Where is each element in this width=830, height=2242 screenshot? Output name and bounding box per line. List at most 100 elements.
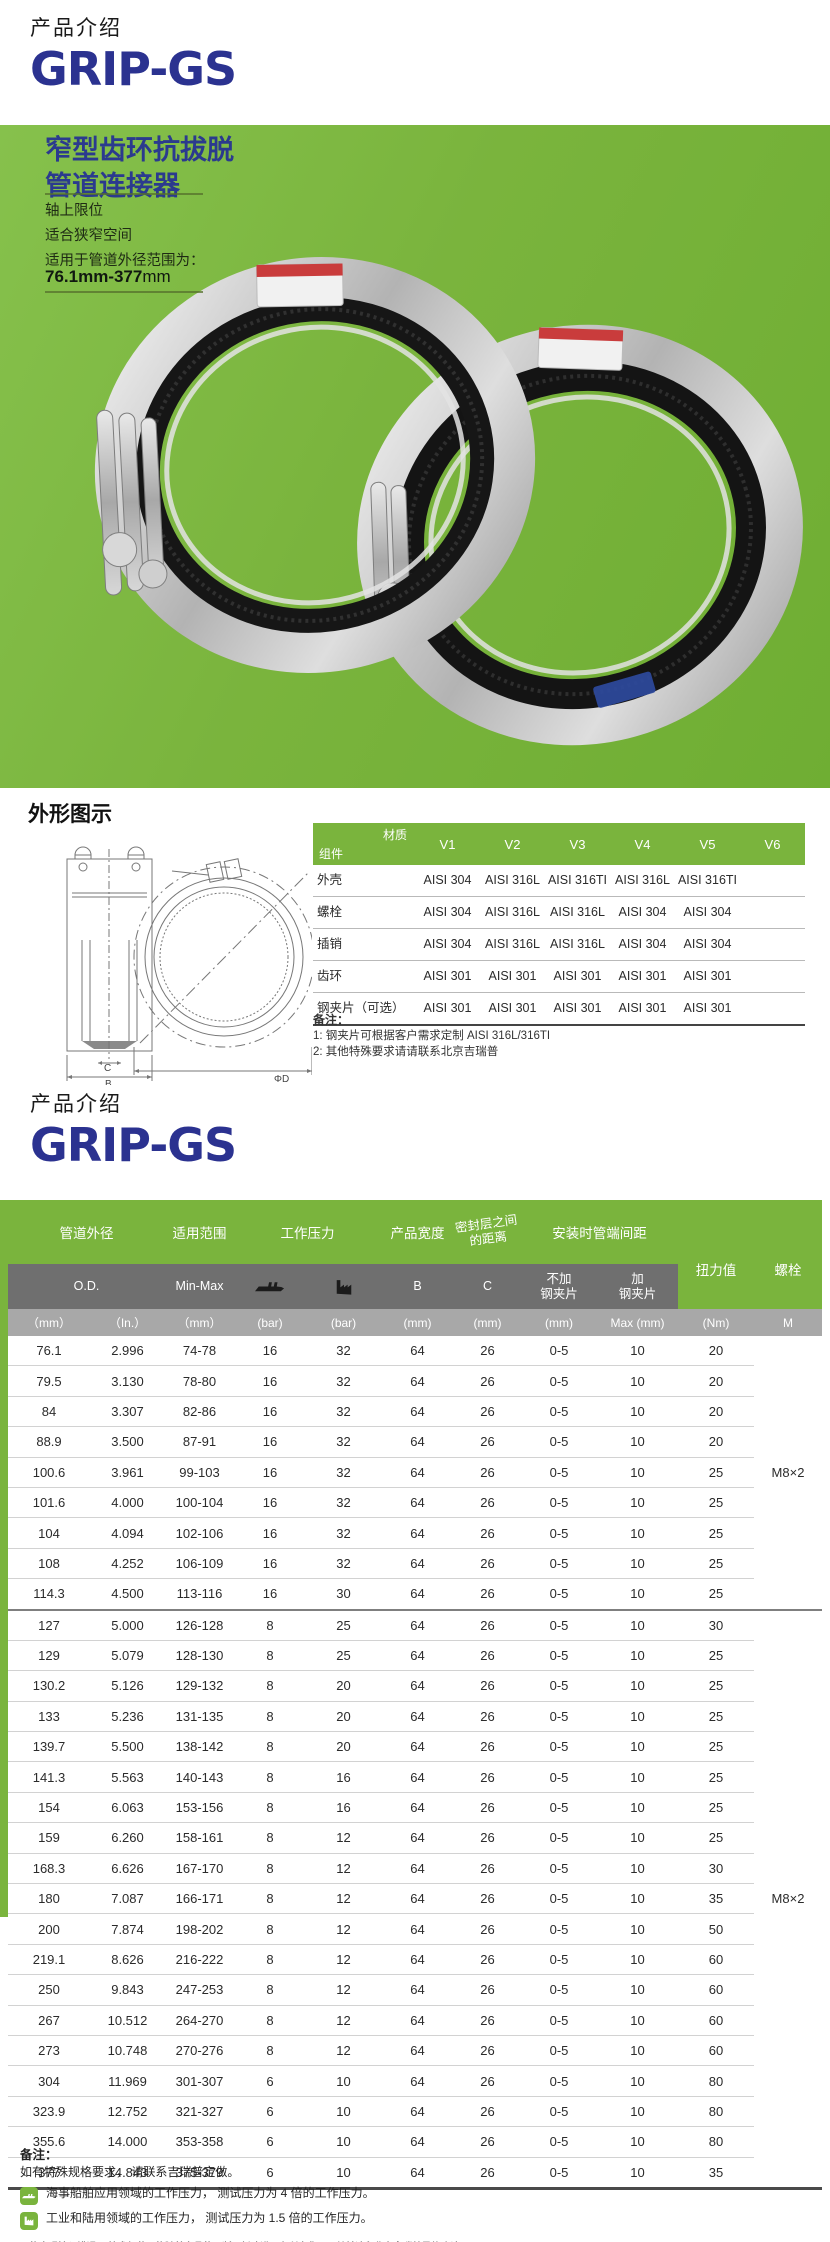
dim-label-c: C <box>104 1063 111 1074</box>
spec-cell: 35 <box>678 1883 754 1915</box>
spec-row: 250 9.843 247-253 8 12 64 26 0-5 10 60 <box>8 1974 822 2006</box>
outline-heading: 外形图示 <box>28 803 112 826</box>
spec-cell: 64 <box>381 1913 454 1945</box>
spec-cell: 0-5 <box>521 1640 597 1672</box>
spec-cell: 0-5 <box>521 1578 597 1611</box>
spec-cell: 64 <box>381 1853 454 1885</box>
spec-cell: 301-307 <box>165 2065 234 2097</box>
spec-cell: 25 <box>678 1548 754 1580</box>
spec-cell: 84 <box>8 1396 90 1428</box>
spec-cell: 32 <box>306 1365 381 1397</box>
spec-cell: 64 <box>381 1640 454 1672</box>
spec-cell: 16 <box>234 1396 306 1428</box>
spec-table-body: 76.1 2.996 74-78 16 32 64 26 0-5 10 20 M8×2 79.5 3.1… <box>8 1336 822 2189</box>
spec-cell: 10 <box>597 1944 678 1976</box>
spec-cell: 104 <box>8 1517 90 1549</box>
spec-cell: 5.000 <box>90 1608 165 1641</box>
spec-cell: 25 <box>678 1578 754 1611</box>
bolt-size: M8×2 <box>754 1336 822 1611</box>
materials-header-row: 材质 组件 V1 V2 V3 V4 V5 V6 <box>313 823 805 865</box>
spec-cell: 12 <box>306 1822 381 1854</box>
spec-cell: 6.260 <box>90 1822 165 1854</box>
note-line: 2: 其他特殊要求请请联系北京吉瑞普 <box>313 1046 499 1058</box>
footer-title: 备注： <box>20 2148 58 2162</box>
material-value <box>740 896 805 929</box>
spec-cell: 3.961 <box>90 1457 165 1488</box>
spec-cell: 0-5 <box>521 2065 597 2097</box>
spec-cell: 0-5 <box>521 2035 597 2067</box>
range-value: 76.1mm-377 <box>45 267 143 286</box>
material-value: AISI 304 <box>415 928 480 961</box>
unit-cell: (bar) <box>234 1309 306 1336</box>
material-value: AISI 301 <box>415 992 480 1026</box>
spec-cell: 250 <box>8 1974 90 2006</box>
brand-title: GRIP-GS <box>30 42 237 96</box>
spec-table-section: 管道外径 适用范围 工作压力 产品宽度 密封层之间 的距离 安装时管端间距 扭力… <box>8 1200 822 2190</box>
spec-cell: 3.307 <box>90 1396 165 1428</box>
spec-row: 141.3 5.563 140-143 8 16 64 26 0-5 10 25 <box>8 1761 822 1793</box>
material-value: AISI 316TI <box>545 865 610 897</box>
unit-cell: Max (mm) <box>597 1309 678 1336</box>
spec-cell: 26 <box>454 1853 521 1885</box>
with-clip-line-2: 钢夹片 <box>618 1286 657 1301</box>
spec-cell: 6.063 <box>90 1792 165 1824</box>
spec-cell: 6 <box>234 2096 306 2128</box>
spec-cell: 25 <box>678 1731 754 1763</box>
spec-cell: 50 <box>678 1913 754 1945</box>
spec-cell: 158-161 <box>165 1822 234 1854</box>
corner-label-component: 组件 <box>319 847 344 861</box>
spec-cell: 12 <box>306 2035 381 2067</box>
spec-cell: 102-106 <box>165 1517 234 1549</box>
spec-cell: 12 <box>306 1883 381 1915</box>
spec-cell: 0-5 <box>521 2096 597 2128</box>
spec-cell: 4.252 <box>90 1548 165 1580</box>
range-unit: mm <box>142 267 171 286</box>
badge-line-1: 窄型齿环抗拔脱 <box>45 135 234 165</box>
spec-cell: 100.6 <box>8 1457 90 1488</box>
spec-cell: 64 <box>381 2126 454 2158</box>
spec-cell: 16 <box>234 1457 306 1488</box>
spec-cell: 10 <box>597 1792 678 1824</box>
material-value: AISI 301 <box>480 960 545 993</box>
spec-cell: 80 <box>678 2126 754 2158</box>
spec-cell: 20 <box>678 1365 754 1397</box>
spec-cell: 64 <box>381 1731 454 1763</box>
spec-cell: 10 <box>597 1396 678 1428</box>
spec-cell: 25 <box>306 1608 381 1641</box>
spec-cell: 64 <box>381 1365 454 1397</box>
spec-cell: 26 <box>454 2035 521 2067</box>
material-value <box>740 865 805 897</box>
spec-cell: 78-80 <box>165 1365 234 1397</box>
spec-cell: 64 <box>381 1761 454 1793</box>
spec-cell: 10 <box>597 1608 678 1641</box>
spec-cell: 0-5 <box>521 1701 597 1733</box>
spec-cell: 8 <box>234 1944 306 1976</box>
spec-cell: 64 <box>381 1457 454 1488</box>
spec-cell: 32 <box>306 1517 381 1549</box>
material-value: AISI 304 <box>675 896 740 929</box>
product-photo <box>94 257 803 746</box>
spec-cell: 32 <box>306 1396 381 1428</box>
spec-cell: 2.996 <box>90 1336 165 1367</box>
material-value <box>740 928 805 961</box>
spec-header-row-2: O.D. Min-Max B C 不加 钢夹片 <box>8 1264 822 1309</box>
spec-cell: 26 <box>454 2126 521 2158</box>
spec-row: 130.2 5.126 129-132 8 20 64 26 0-5 10 25 <box>8 1670 822 1702</box>
spec-cell: 25 <box>678 1517 754 1549</box>
hero-section: 窄型齿环抗拔脱 管道连接器 轴上限位 适合狭窄空间 适用于管道外径范围为： 76… <box>0 125 830 788</box>
material-value: AISI 301 <box>610 960 675 993</box>
spec-cell: 26 <box>454 2065 521 2097</box>
subheader-minmax: Min-Max <box>165 1264 234 1309</box>
footer-line: 如有特殊规格要求， 请联系吉瑞普定做。 <box>20 2165 240 2179</box>
spec-cell: 8 <box>234 1640 306 1672</box>
spec-cell: 26 <box>454 1457 521 1488</box>
spec-cell: 79.5 <box>8 1365 90 1397</box>
divider <box>45 291 203 293</box>
spec-cell: 16 <box>306 1761 381 1793</box>
column-header: V3 <box>545 823 610 865</box>
industrial-note-text: 工业和陆用领域的工作压力， 测试压力为 1.5 倍的工作压力。 <box>46 2211 373 2225</box>
unit-cell: （mm） <box>165 1309 234 1336</box>
spec-cell: 267 <box>8 2005 90 2036</box>
unit-cell: M <box>754 1309 822 1336</box>
corner-label-material: 材质 <box>382 828 407 842</box>
